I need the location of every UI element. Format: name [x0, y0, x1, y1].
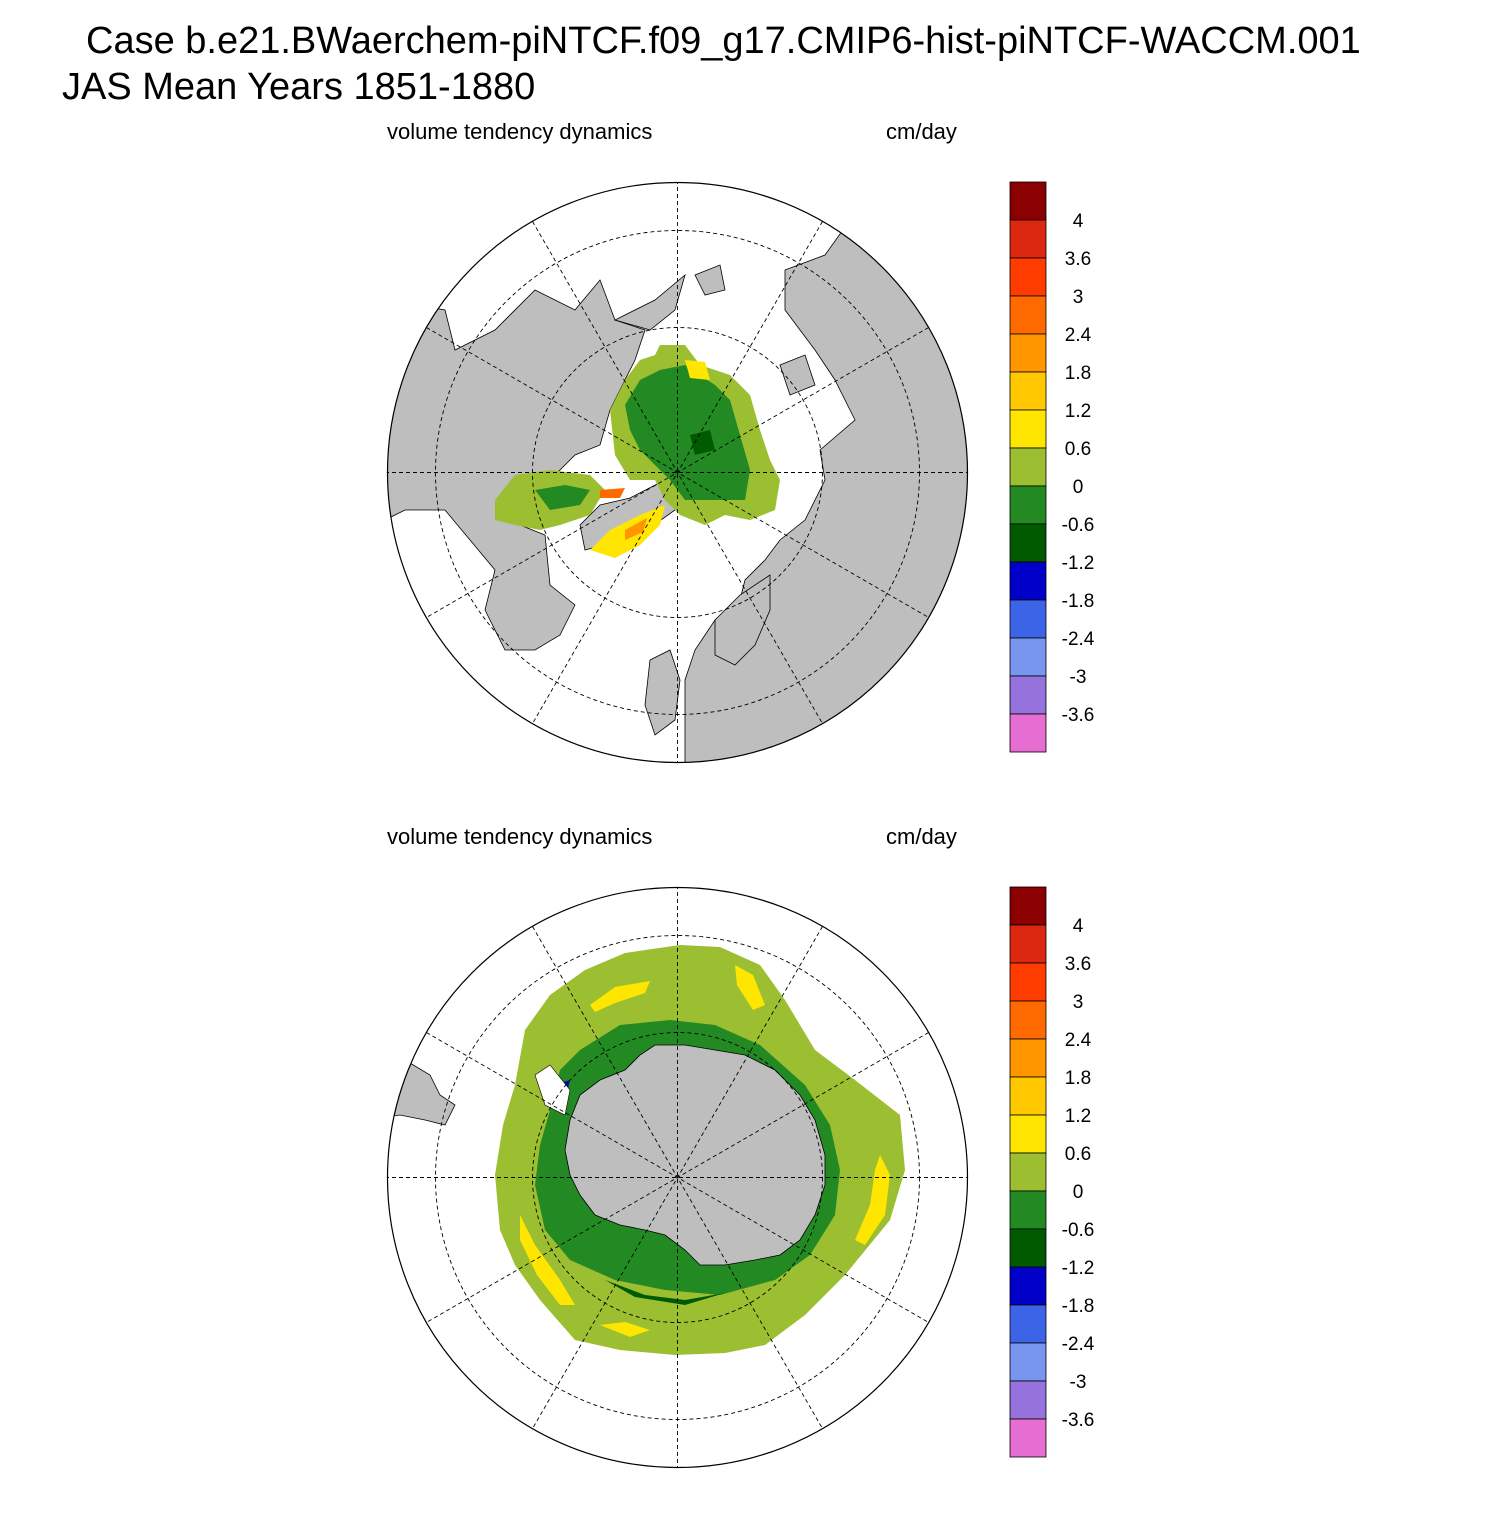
colorbar-swatch: [1009, 219, 1047, 259]
south-colorbar: 4 3.6 3 2.4 1.8 1.2 0.6 0 -0.6 -1.2 -1.8 -2.4 -3 -3.6: [1009, 886, 1095, 1458]
north-graticule: [387, 182, 968, 763]
colorbar-swatch: [1009, 924, 1047, 964]
colorbar-swatch: [1009, 181, 1047, 221]
colorbar-tick-label: 3.6: [1065, 249, 1091, 270]
figure-title-case: Case b.e21.BWaerchem-piNTCF.f09_g17.CMIP…: [86, 20, 1361, 62]
colorbar-swatch: [1009, 1304, 1047, 1344]
south-panel: volume tendency dynamics cm/day: [0, 820, 1500, 1525]
south-variable-label: volume tendency dynamics: [387, 824, 653, 849]
colorbar-tick-label: -1.2: [1062, 1258, 1095, 1279]
colorbar-swatch: [1009, 295, 1047, 335]
colorbar-tick-label: 3: [1073, 287, 1084, 308]
colorbar-tick-label: 0.6: [1065, 439, 1091, 460]
colorbar-swatch: [1009, 713, 1047, 753]
colorbar-tick-label: -3.6: [1062, 1410, 1095, 1431]
colorbar-swatch: [1009, 257, 1047, 297]
colorbar-tick-label: 1.2: [1065, 1106, 1091, 1127]
colorbar-tick-label: 0: [1073, 1182, 1084, 1203]
south-map-border: [386, 886, 969, 1469]
colorbar-swatch: [1009, 675, 1047, 715]
colorbar-tick-label: 0: [1073, 477, 1084, 498]
north-map-border: [386, 181, 969, 764]
colorbar-swatch: [1009, 1266, 1047, 1306]
colorbar-tick-label: -3.6: [1062, 705, 1095, 726]
colorbar-swatch: [1009, 1000, 1047, 1040]
colorbar-swatch: [1009, 1076, 1047, 1116]
colorbar-swatch: [1009, 962, 1047, 1002]
colorbar-swatch: [1009, 1342, 1047, 1382]
north-panel: volume tendency dynamics cm/day: [0, 115, 1500, 820]
colorbar-tick-label: -0.6: [1062, 1220, 1095, 1241]
colorbar-swatch: [1009, 523, 1047, 563]
south-polar-map: [386, 886, 969, 1469]
colorbar-swatch: [1009, 371, 1047, 411]
north-variable-label: volume tendency dynamics: [387, 119, 653, 144]
colorbar-tick-label: 2.4: [1065, 325, 1092, 346]
north-colorbar: 4 3.6 3 2.4 1.8 1.2 0.6 0 -0.6 -1.2 -1.8 -2.4 -3 -3.6: [1009, 181, 1095, 753]
colorbar-swatch: [1009, 886, 1047, 926]
colorbar-tick-label: 2.4: [1065, 1030, 1092, 1051]
colorbar-tick-label: -1.8: [1062, 1296, 1095, 1317]
colorbar-swatch: [1009, 1038, 1047, 1078]
colorbar-tick-label: 3: [1073, 992, 1084, 1013]
colorbar-swatch: [1009, 333, 1047, 373]
colorbar-swatch: [1009, 1114, 1047, 1154]
colorbar-swatch: [1009, 1418, 1047, 1458]
colorbar-tick-label: 1.2: [1065, 401, 1091, 422]
colorbar-swatch: [1009, 485, 1047, 525]
colorbar-tick-label: 4: [1073, 916, 1084, 937]
colorbar-tick-label: -3: [1070, 667, 1087, 688]
colorbar-tick-label: -2.4: [1062, 1334, 1095, 1355]
colorbar-swatch: [1009, 561, 1047, 601]
colorbar-swatch: [1009, 637, 1047, 677]
north-units-label: cm/day: [886, 119, 957, 144]
colorbar-swatch: [1009, 1228, 1047, 1268]
south-graticule: [387, 887, 968, 1468]
colorbar-tick-label: -1.8: [1062, 591, 1095, 612]
colorbar-tick-label: 1.8: [1065, 363, 1091, 384]
colorbar-tick-label: -2.4: [1062, 629, 1095, 650]
colorbar-tick-label: 0.6: [1065, 1144, 1091, 1165]
colorbar-swatch: [1009, 1152, 1047, 1192]
colorbar-swatch: [1009, 447, 1047, 487]
colorbar-tick-label: -1.2: [1062, 553, 1095, 574]
colorbar-swatch: [1009, 599, 1047, 639]
north-polar-map: [386, 181, 969, 764]
south-tendency-field: [495, 945, 905, 1355]
colorbar-tick-label: -0.6: [1062, 515, 1095, 536]
colorbar-tick-label: -3: [1070, 1372, 1087, 1393]
colorbar-swatch: [1009, 409, 1047, 449]
colorbar-tick-label: 1.8: [1065, 1068, 1091, 1089]
south-units-label: cm/day: [886, 824, 957, 849]
colorbar-swatch: [1009, 1190, 1047, 1230]
colorbar-swatch: [1009, 1380, 1047, 1420]
north-tendency-field: [495, 345, 780, 558]
figure-title-period: JAS Mean Years 1851-1880: [62, 66, 536, 108]
colorbar-tick-label: 3.6: [1065, 954, 1091, 975]
colorbar-tick-label: 4: [1073, 211, 1084, 232]
